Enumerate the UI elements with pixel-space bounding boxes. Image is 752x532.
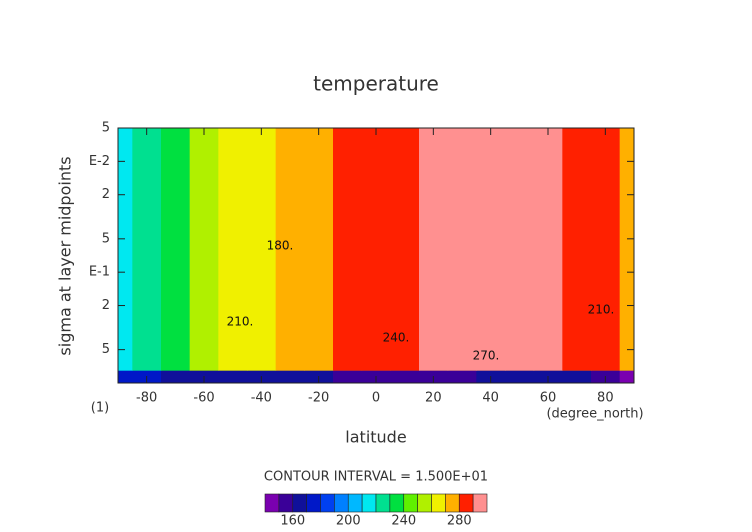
y-tick-label: 2: [102, 298, 110, 313]
x-tick-label: 40: [482, 391, 499, 406]
annotation: CONTOUR INTERVAL = 1.500E+01: [264, 470, 488, 485]
x-unit: (degree_north): [546, 407, 643, 422]
contour-cell: [218, 128, 248, 371]
contour-label: 240.: [383, 331, 410, 345]
colorbar-box: [458, 493, 474, 513]
contour-cell: [533, 128, 563, 371]
contour-cell: [247, 128, 277, 371]
x-axis-label: latitude: [345, 428, 406, 447]
contour-cell: [118, 128, 133, 371]
contour-cell: [619, 128, 635, 371]
colorbar-box: [334, 493, 349, 513]
x-tick-label: 60: [540, 391, 557, 406]
colorbar-box: [306, 493, 321, 513]
x-tick-label: -60: [193, 391, 214, 406]
contour-cell: [390, 128, 420, 371]
contour-label: 210.: [227, 315, 254, 329]
y-tick-label: E-1: [89, 265, 110, 280]
y-unit: (1): [91, 401, 109, 416]
colorbar-box: [403, 493, 418, 513]
contour-label: 180.: [267, 239, 294, 253]
x-tick-label: -20: [308, 391, 329, 406]
contour-cell: [591, 128, 621, 371]
y-tick-label: 5: [102, 231, 110, 246]
colorbar-box: [431, 493, 446, 513]
contour-cell: [562, 128, 592, 371]
x-tick-label: 20: [425, 391, 442, 406]
contour-cell: [447, 128, 477, 371]
colorbar-label: 280: [447, 514, 472, 529]
contour-cell: [361, 128, 391, 371]
colorbar-label: 200: [336, 514, 361, 529]
y-tick-label: 2: [102, 187, 110, 202]
contour-cell: [333, 128, 363, 371]
contour-cell: [419, 128, 449, 371]
colorbar-box: [361, 493, 377, 513]
colorbar-box: [264, 493, 280, 513]
colorbar-box: [472, 493, 488, 513]
chart-title: temperature: [313, 72, 439, 96]
colorbar-box: [375, 493, 391, 513]
colorbar-label: 160: [280, 514, 305, 529]
x-tick-label: -80: [136, 391, 157, 406]
contour-cell: [161, 128, 191, 371]
colorbar-box: [320, 493, 335, 513]
contour-label: 210.: [588, 303, 615, 317]
colorbar-label: 240: [391, 514, 416, 529]
y-tick-label: 5: [102, 121, 110, 136]
y-axis-label: sigma at layer midpoints: [56, 156, 75, 355]
contour-cell: [505, 128, 535, 371]
colorbar-box: [278, 493, 294, 513]
y-tick-label: E-2: [89, 154, 110, 169]
colorbar-box: [292, 493, 307, 513]
contour-cell: [304, 128, 334, 371]
colorbar-box: [417, 493, 432, 513]
y-tick-label: 5: [102, 342, 110, 357]
x-tick-label: 0: [372, 391, 380, 406]
colorbar-box: [445, 493, 460, 513]
x-tick-label: 80: [597, 391, 614, 406]
contour-cell: [132, 128, 162, 371]
colorbar-box: [347, 493, 363, 513]
contour-cell: [189, 128, 219, 371]
contour-cell: [275, 128, 305, 371]
contour-label: 270.: [473, 349, 500, 363]
x-tick-label: -40: [251, 391, 272, 406]
contour-cell: [476, 128, 506, 371]
colorbar-box: [389, 493, 405, 513]
